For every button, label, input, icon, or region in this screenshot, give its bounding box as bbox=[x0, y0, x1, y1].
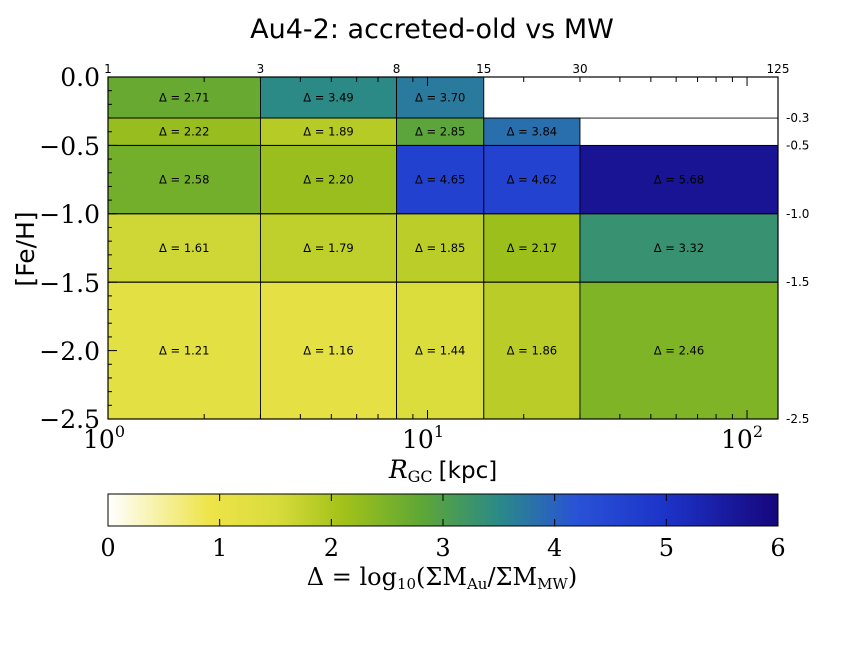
cell-value-label: Δ = 1.86 bbox=[507, 344, 557, 358]
cell-value-label: Δ = 3.49 bbox=[303, 91, 353, 105]
y-bin-edge-label: -1.5 bbox=[786, 275, 809, 289]
cell-value-label: Δ = 2.17 bbox=[507, 241, 557, 255]
cell-value-label: Δ = 1.61 bbox=[159, 241, 209, 255]
x-axis-label: RGC [kpc] bbox=[388, 455, 497, 486]
heatmap-cell bbox=[259, 281, 398, 420]
colorbar-tick-label: 6 bbox=[770, 534, 785, 562]
colorbar-ticks: 0 1 2 3 4 5 6 bbox=[100, 494, 786, 562]
x-axis-ticks: 100 101 102 bbox=[83, 422, 763, 454]
heatmap-cell bbox=[579, 213, 779, 283]
heatmap-cells bbox=[107, 76, 779, 420]
cell-value-label: Δ = 4.62 bbox=[507, 173, 557, 187]
heatmap-cell bbox=[107, 144, 261, 215]
cell-value-label: Δ = 1.21 bbox=[159, 344, 209, 358]
cell-value-label: Δ = 1.16 bbox=[303, 344, 353, 358]
heatmap-cell bbox=[107, 281, 261, 420]
heatmap-cell bbox=[396, 117, 485, 146]
plot-frame bbox=[107, 76, 779, 420]
cell-value-label: Δ = 1.89 bbox=[303, 125, 353, 139]
colorbar-label: Δ = log10(ΣMAu/ΣMMW) bbox=[307, 563, 577, 593]
colorbar-tick-label: 2 bbox=[324, 534, 339, 562]
x-bin-edge-label: 3 bbox=[257, 62, 265, 76]
cell-value-label: Δ = 1.85 bbox=[415, 241, 465, 255]
cell-value-label: Δ = 1.79 bbox=[303, 241, 353, 255]
cell-value-label: Δ = 1.44 bbox=[415, 344, 465, 358]
colorbar-tick-label: 5 bbox=[659, 534, 674, 562]
heatmap-cell bbox=[579, 144, 779, 215]
cell-value-label: Δ = 3.32 bbox=[654, 241, 704, 255]
x-bin-edge-label: 30 bbox=[572, 62, 587, 76]
cell-value-label: Δ = 5.68 bbox=[654, 173, 704, 187]
chart-title: Au4-2: accreted-old vs MW bbox=[250, 14, 614, 45]
cell-value-label: Δ = 2.46 bbox=[654, 344, 704, 358]
y-bin-edge-label: -0.3 bbox=[786, 111, 809, 125]
y-bin-edge-label: -2.5 bbox=[786, 412, 809, 426]
x-tick-label-100: 102 bbox=[721, 422, 763, 454]
heatmap-cell bbox=[107, 213, 261, 283]
minor-ticks bbox=[107, 76, 748, 420]
colorbar-tick-label: 1 bbox=[212, 534, 227, 562]
cell-value-label: Δ = 2.71 bbox=[159, 91, 209, 105]
y-bin-edge-label: -0.5 bbox=[786, 138, 809, 152]
cell-value-labels: Δ = 2.71 Δ = 3.49 Δ = 3.70 Δ = 2.22 Δ = 1.89… bbox=[159, 91, 704, 358]
heatmap-cell bbox=[396, 281, 485, 420]
y-tick-label-4: −2.0 bbox=[39, 337, 100, 366]
x-tick-label-10: 101 bbox=[402, 422, 444, 454]
cell-value-label: Δ = 2.85 bbox=[415, 125, 465, 139]
x-bin-edge-label: 125 bbox=[767, 62, 790, 76]
y-bin-edge-label: -1.0 bbox=[786, 207, 809, 221]
cell-value-label: Δ = 2.20 bbox=[303, 173, 353, 187]
y-tick-label-2: −1.0 bbox=[39, 200, 100, 229]
y-bin-edge-labels: -0.3 -0.5 -1.0 -1.5 -2.5 bbox=[786, 111, 809, 426]
colorbar-tick-label: 0 bbox=[100, 534, 115, 562]
heatmap-cell bbox=[259, 76, 398, 119]
x-bin-edge-label: 1 bbox=[104, 62, 112, 76]
heatmap-cell bbox=[483, 281, 581, 420]
y-tick-label-3: −1.5 bbox=[39, 269, 100, 298]
cell-value-label: Δ = 4.65 bbox=[415, 173, 465, 187]
colorbar-tick-label: 3 bbox=[435, 534, 450, 562]
cell-value-label: Δ = 2.22 bbox=[159, 125, 209, 139]
y-tick-label-1: −0.5 bbox=[39, 132, 100, 161]
cell-value-label: Δ = 3.70 bbox=[415, 91, 465, 105]
cell-value-label: Δ = 3.84 bbox=[507, 125, 557, 139]
heatmap-cell bbox=[396, 144, 485, 215]
colorbar-tick-label: 4 bbox=[547, 534, 562, 562]
heatmap-cell bbox=[483, 213, 581, 283]
heatmap-cell bbox=[107, 76, 261, 119]
y-tick-label-0: 0.0 bbox=[60, 63, 100, 92]
y-axis-ticks: 0.0 −0.5 −1.0 −1.5 −2.0 −2.5 bbox=[39, 63, 100, 434]
x-bin-edge-label: 8 bbox=[393, 62, 401, 76]
cell-value-label: Δ = 2.58 bbox=[159, 173, 209, 187]
y-axis-label: [Fe/H] bbox=[11, 211, 40, 286]
x-bin-edge-label: 15 bbox=[476, 62, 491, 76]
x-tick-label-1: 100 bbox=[83, 422, 125, 454]
x-bin-edge-labels: 1 3 8 15 30 125 bbox=[104, 62, 789, 76]
y-tick-label-5: −2.5 bbox=[39, 405, 100, 434]
